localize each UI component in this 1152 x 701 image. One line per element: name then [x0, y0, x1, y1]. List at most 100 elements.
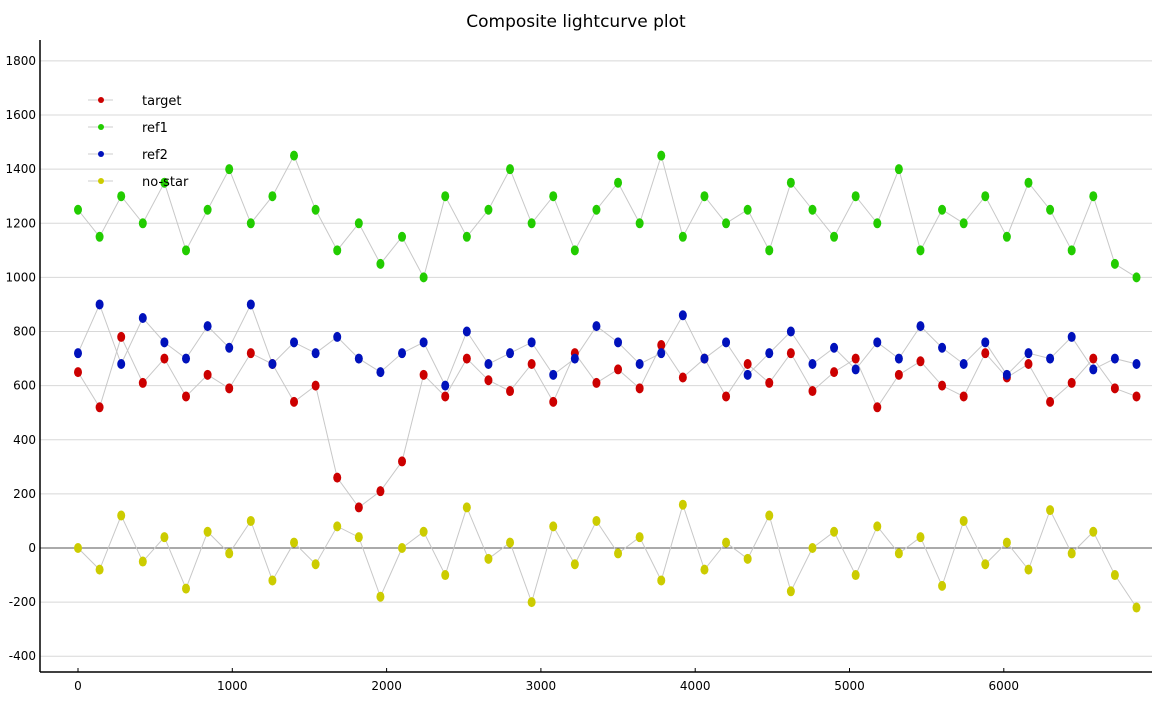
- data-point-ref2: [786, 326, 795, 337]
- data-point-ref2: [182, 353, 191, 364]
- y-tick-label: 600: [13, 379, 36, 393]
- data-point-no-star: [95, 564, 104, 575]
- data-point-ref2: [1110, 353, 1119, 364]
- legend-marker-ref2: [98, 151, 104, 157]
- data-point-no-star: [246, 515, 255, 526]
- data-point-no-star: [592, 515, 601, 526]
- data-point-ref2: [549, 369, 558, 380]
- data-point-ref2: [333, 331, 342, 342]
- data-point-target: [894, 369, 903, 380]
- data-point-ref2: [225, 342, 234, 353]
- data-point-target: [657, 340, 666, 351]
- data-point-ref1: [851, 191, 860, 202]
- data-point-ref2: [830, 342, 839, 353]
- data-point-target: [182, 391, 191, 402]
- data-point-ref2: [873, 337, 882, 348]
- data-point-target: [1024, 358, 1033, 369]
- data-point-target: [873, 402, 882, 413]
- data-point-ref1: [419, 272, 428, 283]
- data-point-no-star: [635, 532, 644, 543]
- data-point-ref1: [117, 191, 126, 202]
- data-point-target: [765, 377, 774, 388]
- data-point-ref1: [830, 231, 839, 242]
- x-tick-label: 2000: [371, 679, 402, 693]
- data-point-target: [160, 353, 169, 364]
- legend-marker-no-star: [98, 178, 104, 184]
- data-point-ref2: [290, 337, 299, 348]
- data-point-ref1: [462, 231, 471, 242]
- data-point-target: [959, 391, 968, 402]
- data-point-no-star: [117, 510, 126, 521]
- data-point-target: [743, 358, 752, 369]
- data-point-no-star: [981, 559, 990, 570]
- legend-marker-ref1: [98, 124, 104, 130]
- data-point-ref1: [225, 164, 234, 175]
- data-point-no-star: [916, 532, 925, 543]
- data-point-ref1: [160, 177, 169, 188]
- data-point-no-star: [333, 521, 342, 532]
- data-point-no-star: [506, 537, 515, 548]
- data-point-no-star: [657, 575, 666, 586]
- data-point-target: [95, 402, 104, 413]
- x-tick-label: 3000: [526, 679, 557, 693]
- data-point-no-star: [851, 570, 860, 581]
- data-point-ref1: [1089, 191, 1098, 202]
- y-tick-label: -400: [9, 649, 36, 663]
- data-point-ref2: [808, 358, 817, 369]
- data-point-ref1: [376, 258, 385, 269]
- data-point-ref1: [506, 164, 515, 175]
- data-point-no-star: [225, 548, 234, 559]
- data-point-target: [830, 367, 839, 378]
- data-point-ref2: [484, 358, 493, 369]
- y-tick-label: 400: [13, 433, 36, 447]
- data-point-ref2: [851, 364, 860, 375]
- data-point-ref2: [203, 321, 212, 332]
- data-point-target: [938, 380, 947, 391]
- data-point-no-star: [894, 548, 903, 559]
- data-point-ref1: [938, 204, 947, 215]
- data-point-ref1: [722, 218, 731, 229]
- data-point-ref1: [484, 204, 493, 215]
- series-line-ref2: [77, 303, 1137, 387]
- data-point-ref2: [635, 358, 644, 369]
- data-point-no-star: [1089, 526, 1098, 537]
- chart-title: Composite lightcurve plot: [466, 12, 686, 32]
- data-point-no-star: [1046, 505, 1055, 516]
- series-line-target: [77, 335, 1137, 509]
- y-tick-label: -200: [9, 595, 36, 609]
- data-point-target: [462, 353, 471, 364]
- data-point-ref2: [117, 358, 126, 369]
- data-point-ref2: [376, 367, 385, 378]
- data-point-ref1: [635, 218, 644, 229]
- data-point-ref1: [765, 245, 774, 256]
- data-point-no-star: [182, 583, 191, 594]
- data-point-no-star: [830, 526, 839, 537]
- y-tick-label: 1400: [5, 162, 36, 176]
- data-point-target: [333, 472, 342, 483]
- data-point-target: [678, 372, 687, 383]
- data-point-ref2: [959, 358, 968, 369]
- data-point-ref1: [1067, 245, 1076, 256]
- data-point-ref1: [138, 218, 147, 229]
- data-point-target: [117, 331, 126, 342]
- data-point-ref1: [333, 245, 342, 256]
- data-point-ref2: [74, 348, 82, 359]
- data-point-no-star: [722, 537, 731, 548]
- data-point-no-star: [398, 543, 407, 553]
- data-point-ref1: [700, 191, 709, 202]
- data-point-ref1: [549, 191, 558, 202]
- y-tick-label: 1800: [5, 54, 36, 68]
- data-point-ref2: [160, 337, 169, 348]
- data-point-ref1: [527, 218, 536, 229]
- data-point-target: [614, 364, 623, 375]
- data-point-target: [398, 456, 407, 467]
- data-point-ref2: [398, 348, 407, 359]
- data-point-target: [74, 367, 82, 378]
- data-point-ref2: [1067, 331, 1076, 342]
- x-tick-label: 4000: [680, 679, 711, 693]
- data-point-ref2: [894, 353, 903, 364]
- data-point-ref2: [765, 348, 774, 359]
- data-point-ref2: [592, 321, 601, 332]
- data-point-no-star: [484, 553, 493, 564]
- data-point-target: [722, 391, 731, 402]
